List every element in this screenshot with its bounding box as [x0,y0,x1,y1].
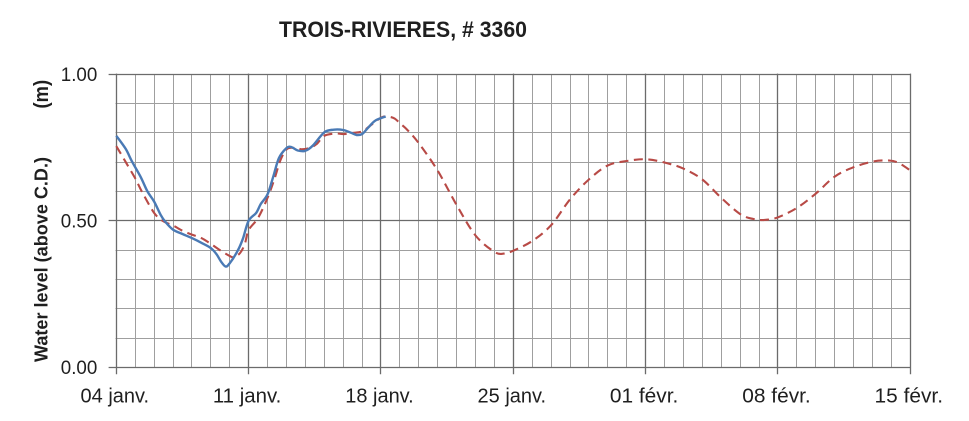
svg-text:01 févr.: 01 févr. [610,385,679,407]
svg-text:TROIS-RIVIERES, # 3360: TROIS-RIVIERES, # 3360 [279,17,527,42]
svg-text:18 janv.: 18 janv. [345,385,414,407]
svg-text:0.50: 0.50 [61,211,98,232]
svg-text:15 févr.: 15 févr. [875,385,944,407]
svg-text:11 janv.: 11 janv. [213,385,282,407]
svg-text:08 févr.: 08 févr. [742,385,811,407]
svg-text:25 janv.: 25 janv. [478,385,547,407]
svg-text:04 janv.: 04 janv. [81,385,150,407]
svg-text:1.00: 1.00 [61,65,98,86]
svg-text:0.00: 0.00 [61,358,98,379]
svg-text:Water level (above C.D.): Water level (above C.D.) [32,157,52,362]
svg-text:(m): (m) [31,80,53,109]
